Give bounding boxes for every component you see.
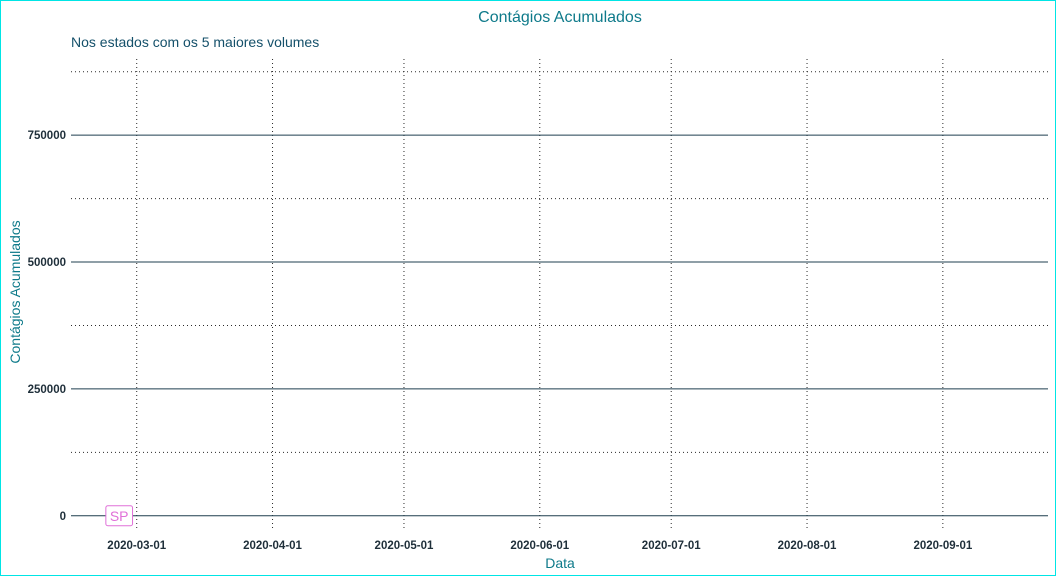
series-label-sp: SP <box>105 505 134 527</box>
chart-subtitle: Nos estados com os 5 maiores volumes <box>71 34 319 50</box>
grid-layer <box>71 59 1048 531</box>
tick-layer: 2020-03-01 2020-04-01 2020-05-01 2020-06-01… <box>28 130 973 552</box>
chart-title: Contágios Acumulados <box>478 9 642 26</box>
mark-layer: SP <box>105 505 134 527</box>
x-tick-label: 2020-09-01 <box>913 540 972 552</box>
series-label-box <box>105 505 134 527</box>
x-tick-label: 2020-08-01 <box>778 540 837 552</box>
y-tick-label: 750000 <box>28 130 66 142</box>
y-tick-label: 250000 <box>28 384 66 396</box>
x-tick-label: 2020-06-01 <box>510 540 569 552</box>
x-tick-label: 2020-04-01 <box>243 540 302 552</box>
x-axis-title: Data <box>545 555 575 571</box>
series-label-text: SP <box>110 508 129 524</box>
x-tick-label: 2020-03-01 <box>107 540 166 552</box>
y-tick-label: 0 <box>60 511 66 523</box>
y-axis-title: Contágios Acumulados <box>7 220 23 363</box>
x-tick-label: 2020-05-01 <box>375 540 434 552</box>
y-tick-label: 500000 <box>28 257 66 269</box>
x-tick-label: 2020-07-01 <box>642 540 701 552</box>
